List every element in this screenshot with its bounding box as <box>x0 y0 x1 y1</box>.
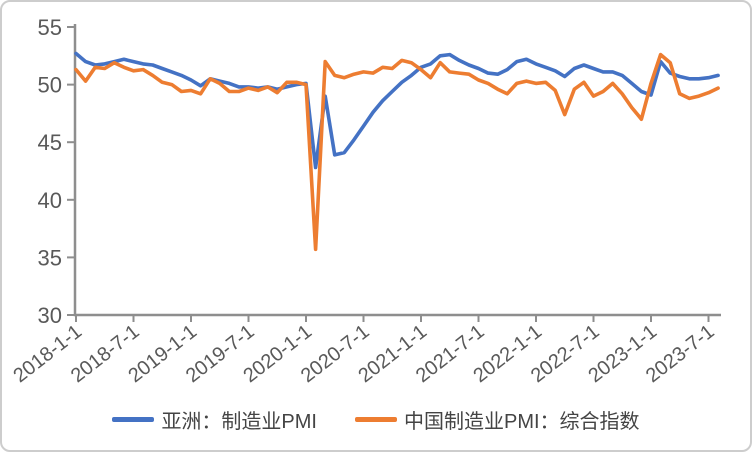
axes <box>73 24 721 317</box>
y-tick-label: 50 <box>38 73 62 98</box>
series-line-asia-pmi <box>74 51 720 170</box>
legend-item-china-pmi: 中国制造业PMI：综合指数 <box>355 405 640 434</box>
legend-label-asia-pmi: 亚洲：制造业PMI <box>161 411 317 433</box>
legend-swatch-china-pmi <box>355 417 397 422</box>
y-tick-label: 55 <box>38 15 62 40</box>
legend-label-china-pmi: 中国制造业PMI：综合指数 <box>404 411 640 433</box>
y-tick-label: 35 <box>38 245 62 270</box>
series-line-china-pmi <box>74 52 720 252</box>
legend: 亚洲：制造业PMI 中国制造业PMI：综合指数 <box>2 405 750 434</box>
y-tick-label: 30 <box>38 303 62 328</box>
y-tick-label: 40 <box>38 188 62 213</box>
legend-item-asia-pmi: 亚洲：制造业PMI <box>112 405 317 434</box>
legend-swatch-asia-pmi <box>112 417 155 422</box>
y-tick-label: 45 <box>38 130 62 155</box>
